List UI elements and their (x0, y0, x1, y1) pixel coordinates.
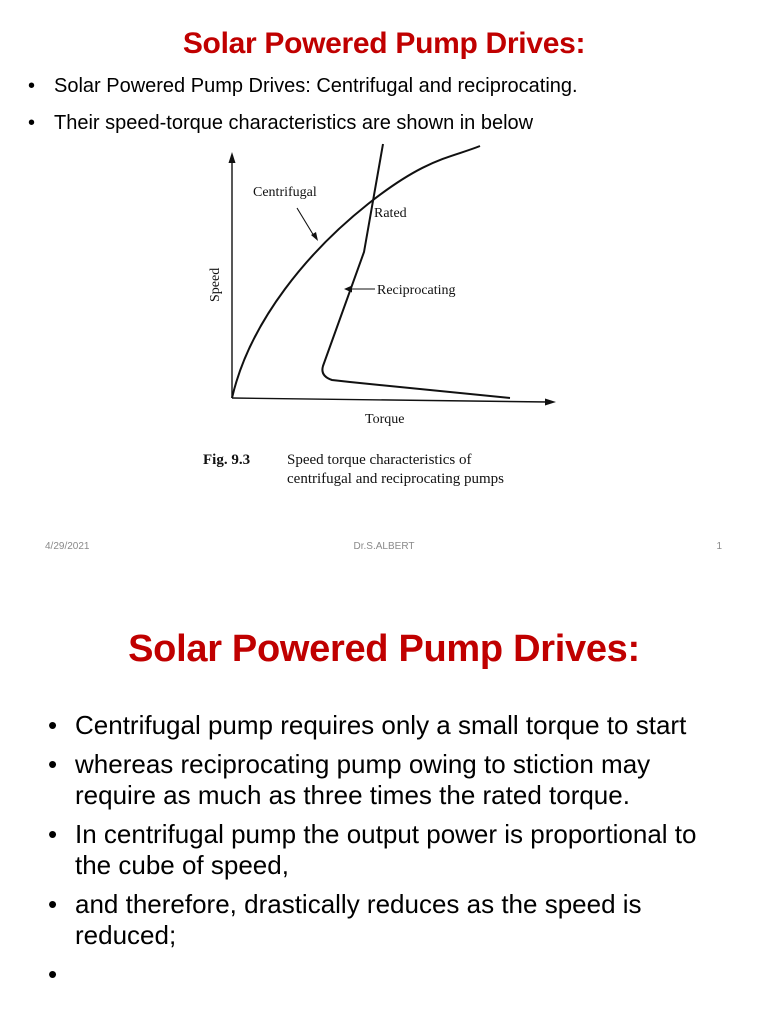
y-axis-label: Speed (208, 268, 223, 302)
centrifugal-label: Centrifugal (253, 185, 317, 200)
reciprocating-curve (321, 143, 511, 399)
slide-title: Solar Powered Pump Drives: (128, 628, 640, 670)
footer-date: 4/29/2021 (45, 541, 90, 552)
bullet-list: • Centrifugal pump requires only a small… (48, 710, 728, 989)
bullet-icon: • (28, 112, 36, 134)
x-axis-label: Torque (365, 412, 404, 427)
bullet-icon: • (48, 959, 58, 989)
bullet-text: In centrifugal pump the output power is … (75, 819, 697, 880)
y-axis (228, 152, 236, 398)
bullet-text: Solar Powered Pump Drives: Centrifugal a… (54, 75, 578, 97)
y-axis-arrow-icon (228, 152, 236, 163)
x-axis-arrow-icon (545, 398, 556, 406)
caption-line-2: centrifugal and reciprocating pumps (287, 471, 505, 487)
centrifugal-pointer-icon (311, 232, 318, 241)
slide-2: Solar Powered Pump Drives: • Centrifugal… (0, 585, 768, 1024)
bullet-icon: • (48, 710, 58, 740)
bullet-icon: • (28, 75, 36, 97)
bullet-item: • Centrifugal pump requires only a small… (48, 710, 728, 741)
bullet-text: whereas reciprocating pump owing to stic… (75, 749, 651, 810)
bullet-item: • Solar Powered Pump Drives: Centrifugal… (26, 73, 746, 99)
x-axis (231, 397, 556, 406)
speed-torque-figure: Centrifugal Rated Reciprocating Torque S… (190, 140, 570, 450)
footer-page-number: 1 (716, 541, 722, 552)
figure-number: Fig. 9.3 (203, 452, 251, 468)
bullet-text: Centrifugal pump requires only a small t… (75, 710, 687, 740)
reciprocating-label: Reciprocating (377, 283, 456, 298)
bullet-text: and therefore, drastically reduces as th… (75, 889, 642, 950)
bullet-text: Their speed-torque characteristics are s… (54, 112, 534, 134)
footer-author: Dr.S.ALBERT (353, 541, 415, 552)
slide-title: Solar Powered Pump Drives: (182, 27, 586, 60)
centrifugal-curve (231, 145, 481, 399)
bullet-item: • Their speed-torque characteristics are… (26, 110, 746, 136)
rated-label: Rated (374, 206, 407, 221)
figure-caption: Fig. 9.3 Speed torque characteristics of … (203, 451, 573, 489)
bullet-item: • and therefore, drastically reduces as … (48, 889, 728, 951)
bullet-item: • In centrifugal pump the output power i… (48, 819, 728, 881)
bullet-icon: • (48, 889, 58, 919)
bullet-icon: • (48, 749, 58, 779)
bullet-list: • Solar Powered Pump Drives: Centrifugal… (26, 73, 746, 147)
bullet-item: • whereas reciprocating pump owing to st… (48, 749, 728, 811)
bullet-item-clipped: • (48, 959, 728, 989)
caption-line-1: Speed torque characteristics of (287, 452, 472, 468)
reciprocating-pointer-icon (344, 285, 352, 293)
slide-1: Solar Powered Pump Drives: • Solar Power… (26, 27, 746, 552)
bullet-icon: • (48, 819, 58, 849)
